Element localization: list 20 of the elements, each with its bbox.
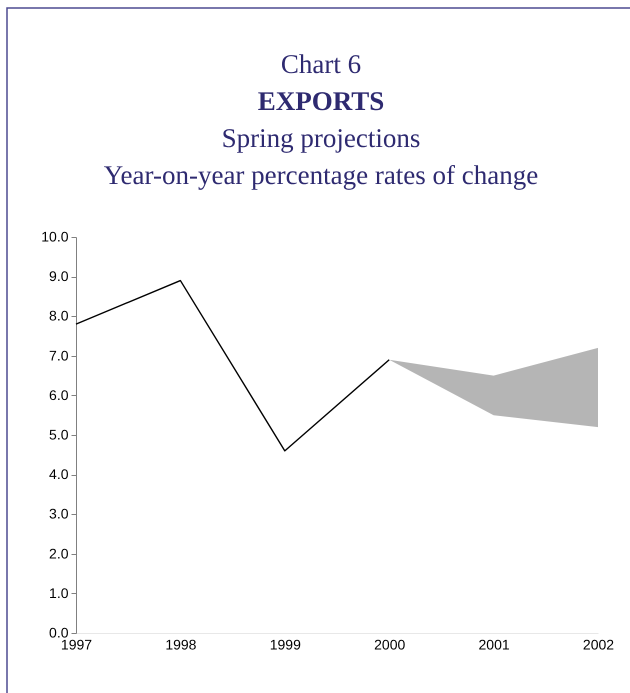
- y-tick-label: 2.0: [49, 545, 69, 562]
- y-axis-title: Year-on-year percentage rates of change: [104, 160, 538, 190]
- chart-subtitle: Spring projections: [222, 123, 420, 153]
- x-tick-label: 1998: [165, 636, 197, 652]
- chart-title: EXPORTS: [258, 86, 384, 116]
- y-tick-label: 5.0: [49, 426, 69, 442]
- x-tick-label: 2002: [582, 636, 614, 652]
- y-tick-label: 6.0: [49, 386, 69, 403]
- caption: Chart 6: [280, 49, 362, 79]
- y-tick-label: 4.0: [49, 466, 69, 482]
- y-tick-label: 1.0: [49, 584, 69, 601]
- x-tick-label: 2000: [374, 636, 406, 652]
- line-series: [75, 280, 390, 452]
- y-tick-label: 7.0: [49, 347, 69, 364]
- x-tick-label: 2001: [478, 636, 510, 652]
- y-tick-label: 9.0: [49, 268, 69, 284]
- y-tick-label: 8.0: [49, 308, 69, 324]
- y-tick-label: 10.0: [41, 228, 69, 244]
- y-tick-label: 3.0: [49, 506, 69, 522]
- x-tick-label: 1999: [270, 636, 302, 652]
